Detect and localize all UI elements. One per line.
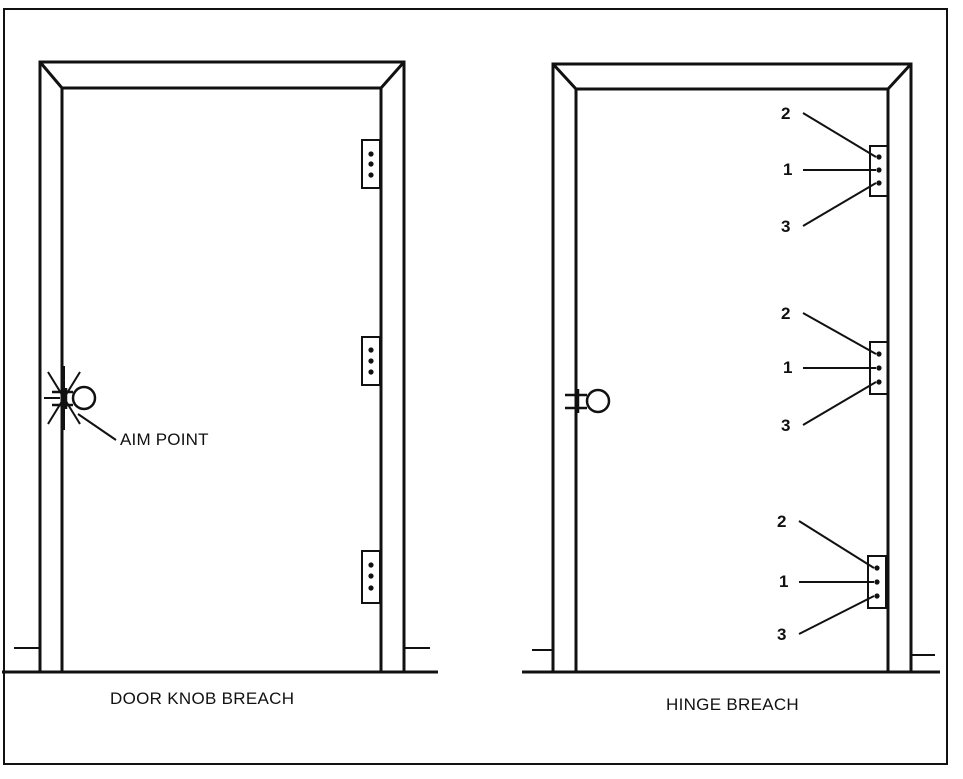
hinge-2-label-middle: 1	[783, 358, 792, 377]
hinge-right-top	[802, 112, 889, 227]
door-knob-left	[52, 385, 97, 411]
aim-point-label: AIM POINT	[120, 430, 209, 449]
hinge-left-bottom	[361, 550, 381, 604]
door-frame-right	[551, 62, 913, 672]
door-frame-inner-left	[60, 86, 383, 672]
hinge-1-label-bottom: 3	[781, 217, 790, 236]
hinge-3-label-top: 2	[777, 512, 786, 531]
hinge-1-label-middle: 1	[783, 160, 792, 179]
door-frame-left	[38, 60, 406, 672]
hinge-breach-diagram	[522, 62, 940, 674]
aim-point-leader	[77, 413, 117, 441]
door-knob-breach-caption: DOOR KNOB BREACH	[110, 689, 294, 708]
hinge-2-label-top: 2	[781, 304, 790, 323]
figure-border	[3, 8, 948, 765]
hinge-3-label-middle: 1	[779, 572, 788, 591]
door-knob-right	[565, 388, 611, 414]
hinge-3-label-bottom: 3	[777, 625, 786, 644]
aim-point-starburst	[44, 366, 81, 430]
hinge-right-middle	[802, 312, 889, 426]
hinge-breach-caption: HINGE BREACH	[666, 695, 799, 714]
hinge-1-label-top: 2	[781, 104, 790, 123]
door-knob-breach-diagram	[2, 60, 438, 674]
hinge-left-top	[361, 139, 381, 189]
door-frame-inner-right	[574, 87, 890, 672]
hinge-left-middle	[361, 336, 381, 386]
hinge-2-label-bottom: 3	[781, 416, 790, 435]
hinge-right-bottom	[798, 520, 887, 635]
